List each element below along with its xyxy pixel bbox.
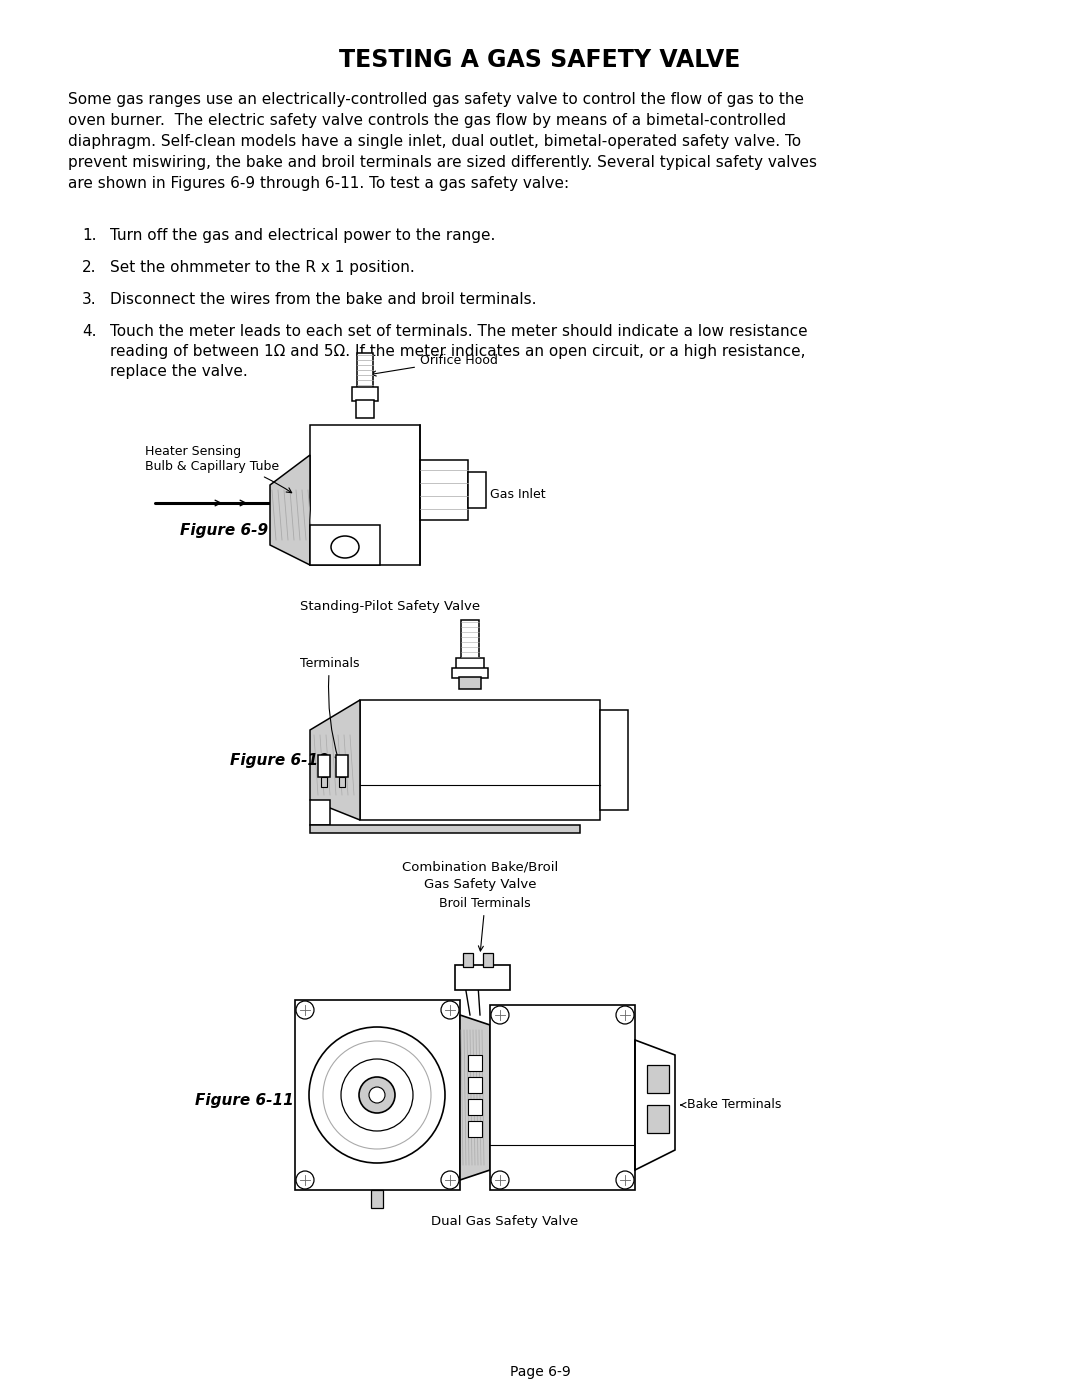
Text: Set the ohmmeter to the R x 1 position.: Set the ohmmeter to the R x 1 position. xyxy=(110,260,415,275)
Bar xyxy=(468,1099,482,1115)
Text: Figure 6-11: Figure 6-11 xyxy=(195,1092,294,1108)
Text: 3.: 3. xyxy=(82,292,96,307)
Text: TESTING A GAS SAFETY VALVE: TESTING A GAS SAFETY VALVE xyxy=(339,47,741,73)
Text: 2.: 2. xyxy=(82,260,96,275)
Bar xyxy=(463,953,473,967)
Text: Dual Gas Safety Valve: Dual Gas Safety Valve xyxy=(431,1215,579,1228)
Bar xyxy=(310,826,580,833)
Bar xyxy=(318,754,330,777)
Bar xyxy=(336,754,348,777)
Circle shape xyxy=(441,1171,459,1189)
Text: Gas Safety Valve: Gas Safety Valve xyxy=(423,877,537,891)
Circle shape xyxy=(369,1087,384,1104)
Bar xyxy=(455,965,510,990)
Text: reading of between 1Ω and 5Ω. If the meter indicates an open circuit, or a high : reading of between 1Ω and 5Ω. If the met… xyxy=(110,344,806,359)
Circle shape xyxy=(296,1171,314,1189)
Text: Broil Terminals: Broil Terminals xyxy=(440,897,530,951)
Text: Turn off the gas and electrical power to the range.: Turn off the gas and electrical power to… xyxy=(110,228,496,243)
Circle shape xyxy=(491,1171,509,1189)
Bar xyxy=(490,1004,635,1190)
Bar xyxy=(647,1065,669,1092)
Circle shape xyxy=(616,1171,634,1189)
Text: prevent miswiring, the bake and broil terminals are sized differently. Several t: prevent miswiring, the bake and broil te… xyxy=(68,155,816,170)
Ellipse shape xyxy=(330,536,359,557)
Bar xyxy=(357,353,373,388)
Text: 1.: 1. xyxy=(82,228,96,243)
Bar xyxy=(420,460,468,520)
Text: Bake Terminals: Bake Terminals xyxy=(680,1098,781,1112)
Bar xyxy=(456,658,484,671)
Bar xyxy=(310,800,330,826)
Text: diaphragm. Self-clean models have a single inlet, dual outlet, bimetal-operated : diaphragm. Self-clean models have a sing… xyxy=(68,134,801,149)
Bar xyxy=(352,387,378,401)
Bar xyxy=(372,1190,383,1208)
Polygon shape xyxy=(310,700,360,820)
Text: Gas Inlet: Gas Inlet xyxy=(490,489,545,502)
Text: 4.: 4. xyxy=(82,324,96,339)
Text: Some gas ranges use an electrically-controlled gas safety valve to control the f: Some gas ranges use an electrically-cont… xyxy=(68,92,804,108)
Circle shape xyxy=(616,1006,634,1024)
Circle shape xyxy=(309,1027,445,1162)
Polygon shape xyxy=(635,1039,675,1171)
Bar xyxy=(453,668,488,678)
Text: Standing-Pilot Safety Valve: Standing-Pilot Safety Valve xyxy=(300,599,481,613)
Circle shape xyxy=(491,1006,509,1024)
Bar xyxy=(339,777,345,787)
Text: Figure 6-10: Figure 6-10 xyxy=(230,753,328,767)
Circle shape xyxy=(323,1041,431,1148)
Text: Figure 6-9: Figure 6-9 xyxy=(180,522,268,538)
Bar xyxy=(468,1120,482,1137)
Polygon shape xyxy=(460,1016,490,1180)
Polygon shape xyxy=(310,525,380,564)
Text: oven burner.  The electric safety valve controls the gas flow by means of a bime: oven burner. The electric safety valve c… xyxy=(68,113,786,129)
Text: Heater Sensing
Bulb & Capillary Tube: Heater Sensing Bulb & Capillary Tube xyxy=(145,446,292,493)
Circle shape xyxy=(359,1077,395,1113)
Text: Terminals: Terminals xyxy=(300,657,360,761)
Circle shape xyxy=(296,1002,314,1018)
Bar xyxy=(356,400,374,418)
Circle shape xyxy=(341,1059,413,1132)
Text: replace the valve.: replace the valve. xyxy=(110,365,247,379)
Bar xyxy=(461,620,480,659)
Polygon shape xyxy=(310,425,420,564)
Text: Page 6-9: Page 6-9 xyxy=(510,1365,570,1379)
Bar xyxy=(468,472,486,509)
Text: Combination Bake/Broil: Combination Bake/Broil xyxy=(402,861,558,873)
Bar xyxy=(360,700,600,820)
Polygon shape xyxy=(270,455,310,564)
Bar xyxy=(295,1000,460,1190)
Bar xyxy=(459,678,481,689)
Bar xyxy=(600,710,627,810)
Bar xyxy=(321,777,327,787)
Text: are shown in Figures 6-9 through 6-11. To test a gas safety valve:: are shown in Figures 6-9 through 6-11. T… xyxy=(68,176,569,191)
Text: Orifice Hood: Orifice Hood xyxy=(370,353,498,376)
Bar xyxy=(468,1077,482,1092)
Bar xyxy=(647,1105,669,1133)
Circle shape xyxy=(441,1002,459,1018)
Text: Touch the meter leads to each set of terminals. The meter should indicate a low : Touch the meter leads to each set of ter… xyxy=(110,324,808,339)
Bar xyxy=(468,1055,482,1071)
Text: Disconnect the wires from the bake and broil terminals.: Disconnect the wires from the bake and b… xyxy=(110,292,537,307)
Bar xyxy=(483,953,492,967)
